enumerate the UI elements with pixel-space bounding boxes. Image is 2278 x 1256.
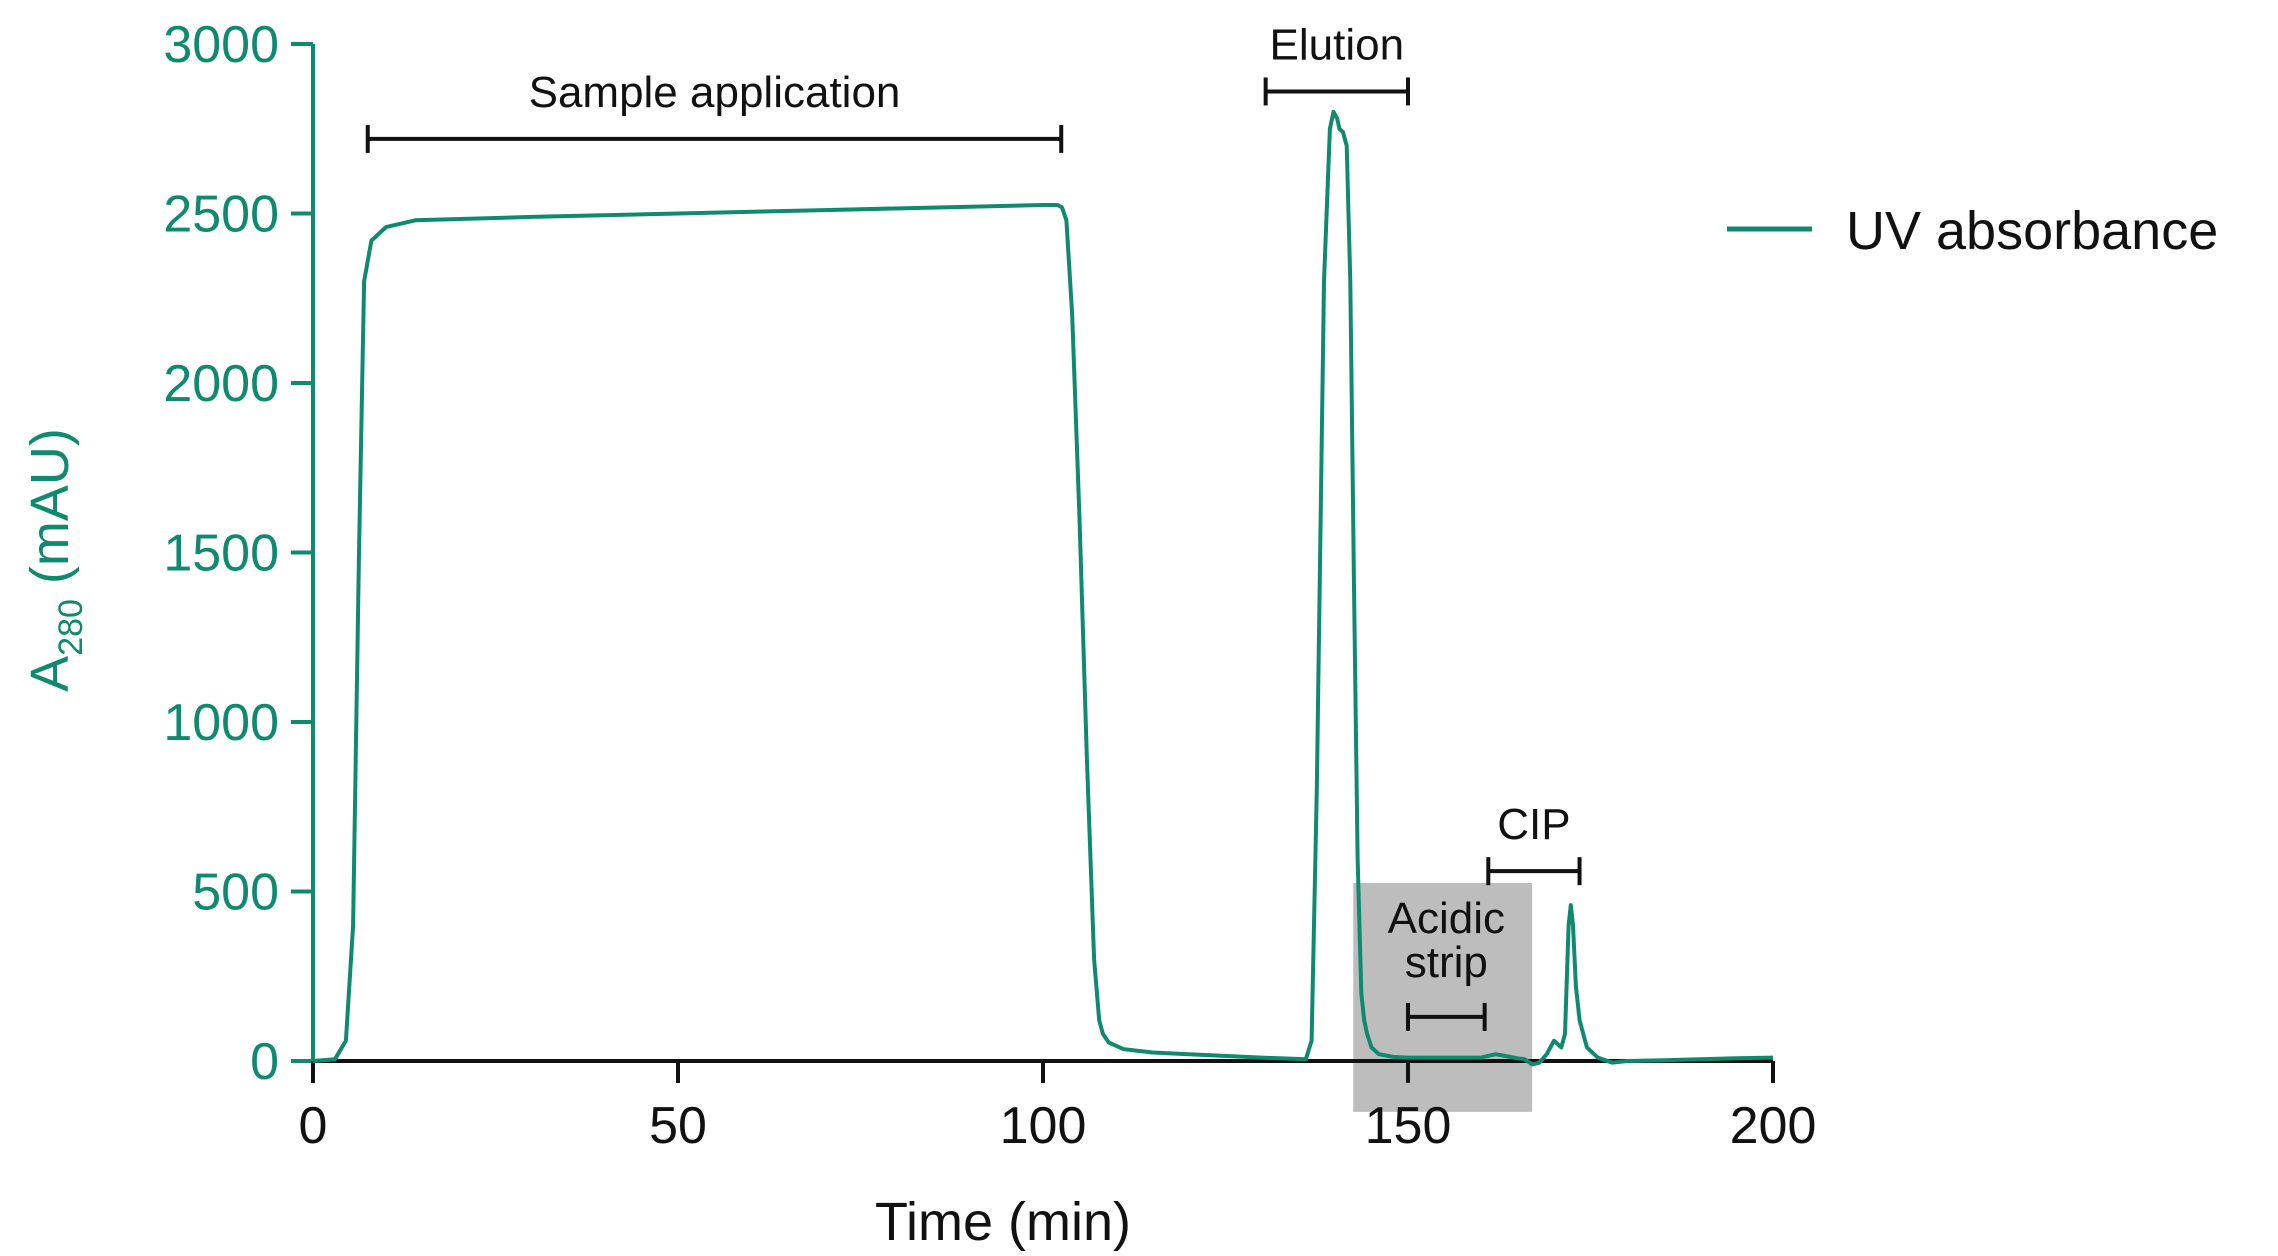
y-axis-ticks: 0 500 1000 1500 2000 2500 3000	[163, 16, 313, 1091]
y-tick-label: 2500	[163, 186, 279, 244]
y-tick-label: 2000	[163, 355, 279, 413]
y-tick-label: 1500	[163, 525, 279, 583]
y-axis-title-main: A	[20, 656, 80, 692]
series-line-uv-absorbance	[312, 109, 1774, 1067]
legend: UV absorbance	[1727, 201, 2218, 261]
y-axis-title-unit: (mAU)	[20, 428, 80, 599]
x-tick-label: 200	[1730, 1097, 1817, 1155]
y-tick-label: 1000	[163, 694, 279, 752]
x-axis-title: Time (min)	[875, 1192, 1131, 1252]
y-axis-title-subscript: 280	[52, 599, 90, 656]
annotation-label-acidic-line2: strip	[1405, 938, 1488, 987]
x-tick-label: 100	[1000, 1097, 1087, 1155]
y-tick-label: 3000	[163, 16, 279, 74]
annotation-label-cip: CIP	[1497, 800, 1570, 849]
annotation-label-sample-application: Sample application	[529, 68, 901, 117]
x-tick-label: 0	[299, 1097, 328, 1155]
legend-label-uv-absorbance: UV absorbance	[1846, 201, 2218, 261]
y-tick-label: 0	[250, 1033, 279, 1091]
y-tick-label: 500	[192, 864, 279, 922]
x-tick-label: 50	[649, 1097, 707, 1155]
x-tick-label: 150	[1365, 1097, 1452, 1155]
y-axis-title: A280 (mAU)	[20, 428, 90, 692]
x-axis-ticks: 0 50 100 150 200	[299, 1061, 1817, 1155]
annotation-label-acidic: Acidic	[1388, 894, 1505, 943]
annotation-label-elution: Elution	[1270, 20, 1405, 69]
acidic-strip-shaded-region	[1353, 883, 1533, 1112]
